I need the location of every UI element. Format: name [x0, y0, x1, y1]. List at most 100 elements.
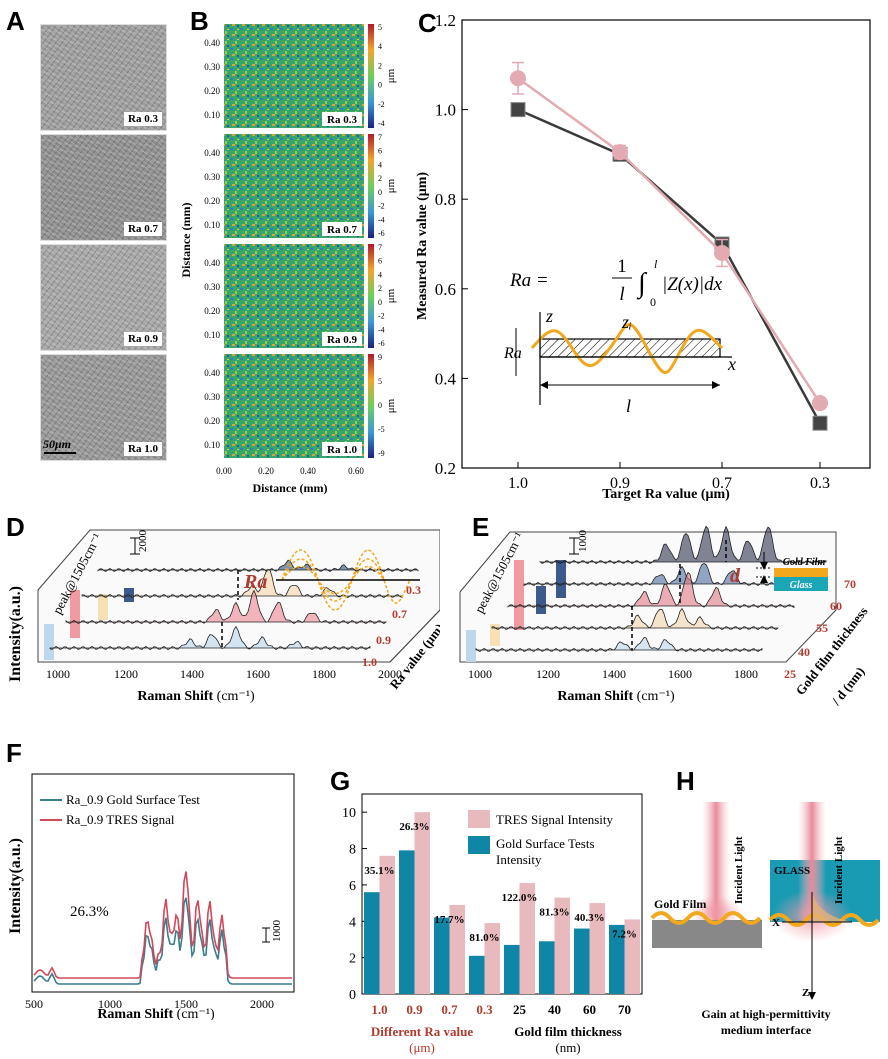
x-axis-title: Raman Shift (cm⁻¹)	[137, 689, 255, 704]
svg-text:1400: 1400	[602, 667, 626, 681]
colorbar	[368, 244, 374, 348]
caption-2: medium interface	[721, 1023, 812, 1037]
legend-tres: TRES Signal Intensity	[496, 812, 614, 827]
scale-label: 1000	[271, 920, 283, 943]
y-tick-label: 0.20	[204, 306, 220, 316]
svg-text:0.3: 0.3	[406, 583, 421, 597]
bar-tres	[484, 923, 500, 994]
tile-tag: Ra 0.7	[124, 222, 162, 236]
peak-bar	[44, 624, 54, 660]
height-map	[224, 244, 364, 348]
svg-text:2000: 2000	[378, 667, 402, 681]
formula-lower: 0	[650, 295, 656, 309]
bar-gold	[469, 955, 485, 994]
plot-frame	[461, 19, 871, 469]
svg-text:1200: 1200	[114, 667, 138, 681]
colorbar-tick-label: 6	[378, 257, 382, 266]
bar-gold	[364, 892, 380, 994]
data-point	[714, 244, 730, 261]
y-tick-label: 0.30	[204, 392, 220, 402]
colorbar-tick-label: -2	[378, 312, 385, 321]
y-tick-label: 0.20	[204, 196, 220, 206]
chart-e: peak@1505cm⁻¹ 1000 d Gold Film Glass 100…	[459, 525, 871, 709]
y-tick-label: 0.40	[204, 148, 220, 158]
peak-bar	[98, 594, 108, 620]
x-tick-label: 0.3	[810, 475, 830, 492]
scale-label: 2000	[137, 530, 149, 553]
colorbar-tick-label: 5	[378, 23, 382, 32]
spectrum	[475, 637, 763, 652]
y-axis-title: Measured Ra value (μm)	[415, 172, 430, 320]
svg-text:d: d	[730, 565, 741, 587]
x-axis-label: X	[772, 917, 780, 929]
y-tick-label: 0	[349, 988, 356, 1003]
bar-gold	[539, 941, 555, 994]
scale-label: 1000	[577, 530, 589, 553]
x-axis-title: Raman Shift (cm⁻¹)	[557, 689, 675, 704]
ra-formula: Ra = 1 l ∫ l 0 |Z(x)|dx	[509, 256, 723, 309]
svg-text:70: 70	[844, 577, 856, 591]
x-tick-labels: 1000 1200 1400 1600 1800 2000	[46, 667, 402, 681]
y-axis-title: Distance (mm)	[180, 203, 193, 278]
peak-bar	[70, 590, 80, 638]
x-tick-label: 60	[583, 1002, 596, 1017]
x-axis-title: Raman Shift (cm⁻¹)	[97, 1007, 215, 1020]
tile-tag: Ra 1.0	[124, 442, 162, 456]
y-tick-label: 0.10	[204, 110, 220, 120]
data-point	[812, 395, 828, 412]
svg-text:500: 500	[25, 997, 43, 1011]
bar-label: 7.2%	[612, 928, 637, 940]
colorbar-unit: μm	[385, 68, 397, 83]
schem-x: x	[727, 354, 736, 374]
incident-light-label: Incident Light	[733, 836, 745, 904]
colorbar-tick-label: 4	[378, 270, 382, 279]
colorbar-tick-label: -2	[378, 100, 385, 109]
bar-gold	[504, 944, 520, 994]
series	[510, 61, 828, 431]
bar-label: 35.1%	[364, 865, 394, 877]
data-point	[510, 70, 526, 87]
panel-label-e: E	[472, 512, 490, 542]
svg-text:1400: 1400	[180, 667, 204, 681]
peak-bar	[466, 630, 476, 662]
x-ticks: 1.0 0.9 0.7 0.3	[508, 462, 830, 492]
x-tick-label: 70	[618, 1002, 631, 1017]
svg-text:0.7: 0.7	[392, 607, 407, 621]
colorbar-tick-label: 0	[378, 188, 382, 197]
x-tick-labels: 1000 1200 1400 1600 1800	[468, 667, 758, 681]
colorbar-tick-label: -4	[378, 215, 385, 224]
bar-gold	[609, 924, 625, 994]
data-point	[812, 415, 828, 431]
group-ra-unit: (μm)	[409, 1040, 435, 1055]
svg-text:0.9: 0.9	[376, 633, 391, 647]
panel-label-g: G	[330, 766, 351, 796]
bar-tres	[554, 897, 570, 994]
sem-image: Ra 0.7	[40, 134, 167, 241]
y-tick-label: 1.0	[435, 101, 456, 120]
sem-image: Ra 0.3	[40, 24, 167, 131]
legend-gold-2: Intensity	[496, 852, 542, 867]
tile-tag: Ra 0.7	[327, 224, 357, 236]
panel-label-a: A	[6, 6, 25, 36]
height-map	[224, 354, 364, 458]
height-map	[224, 134, 364, 238]
schematic-h: Gold Film Incident Light GLASS Incident …	[650, 802, 880, 1037]
legend-tres: Ra_0.9 TRES Signal	[66, 812, 175, 827]
height-map	[224, 24, 364, 128]
svg-text:2000: 2000	[250, 997, 274, 1011]
sem-image: Ra 0.9	[40, 244, 167, 351]
spectrum	[507, 571, 795, 609]
incident-light-label-2: Incident Light	[833, 836, 845, 904]
ratio-annotation: 26.3%	[70, 904, 109, 920]
x-tick-label: 40	[548, 1002, 561, 1017]
bar-label: 26.3%	[399, 821, 429, 833]
depth-ticks: 0.3 0.7 0.9 1.0	[362, 583, 421, 669]
legend-gold: Ra_0.9 Gold Surface Test	[66, 792, 200, 807]
formula-upper: l	[654, 257, 658, 271]
schem-z: z	[545, 306, 553, 326]
bar-gold	[399, 850, 415, 994]
x-tick-label: 0.00	[216, 466, 232, 476]
spectrum	[97, 559, 419, 572]
data-point	[612, 144, 628, 161]
formula-lhs: Ra =	[509, 270, 549, 291]
